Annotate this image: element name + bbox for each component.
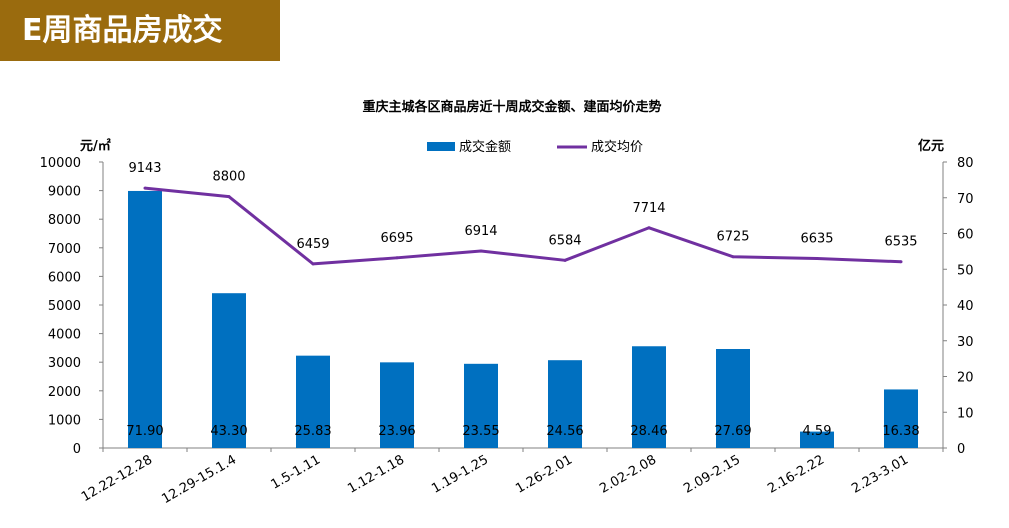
x-tick-label: 12.29-15.1.4 <box>159 452 239 507</box>
right-tick-label: 60 <box>957 228 974 243</box>
x-tick-label: 2.09-2.15 <box>681 452 743 496</box>
line-data-label: 6725 <box>716 230 749 245</box>
right-tick-label: 30 <box>957 335 974 350</box>
line-point <box>395 256 399 260</box>
line-data-label: 6914 <box>464 224 497 239</box>
line-point <box>899 260 903 264</box>
x-tick-label: 1.19-1.25 <box>429 452 491 496</box>
left-tick-label: 3000 <box>48 356 81 371</box>
left-tick-label: 9000 <box>48 185 81 200</box>
left-tick-label: 8000 <box>48 213 81 228</box>
bar-data-label: 4.59 <box>803 424 832 439</box>
bar-data-label: 27.69 <box>714 424 751 439</box>
bar <box>380 362 414 448</box>
bar <box>800 431 834 448</box>
line-data-label: 6695 <box>380 231 413 246</box>
right-tick-label: 50 <box>957 263 974 278</box>
line-data-label: 9143 <box>128 161 161 176</box>
line-point <box>647 226 651 230</box>
line-point <box>143 186 147 190</box>
bar <box>632 346 666 448</box>
left-tick-label: 2000 <box>48 385 81 400</box>
x-tick-label: 2.16-2.22 <box>765 452 827 496</box>
line-data-label: 6535 <box>884 235 917 250</box>
line-data-label: 6459 <box>296 237 329 252</box>
right-tick-label: 10 <box>957 406 974 421</box>
bar <box>296 355 330 448</box>
left-axis-label: 元/㎡ <box>80 138 111 154</box>
bar <box>716 349 750 448</box>
line-data-label: 6635 <box>800 232 833 247</box>
left-tick-label: 5000 <box>48 299 81 314</box>
left-tick-label: 7000 <box>48 242 81 257</box>
left-tick-label: 10000 <box>40 156 81 171</box>
line-data-label: 6584 <box>548 233 581 248</box>
line-point <box>815 257 819 261</box>
left-tick-label: 1000 <box>48 413 81 428</box>
bar-data-label: 43.30 <box>210 424 247 439</box>
bar-data-label: 23.55 <box>462 424 499 439</box>
right-tick-label: 70 <box>957 192 974 207</box>
avg-price-line <box>144 186 902 266</box>
legend-bar-swatch <box>427 142 455 151</box>
right-axis-label: 亿元 <box>918 138 944 154</box>
bar <box>464 363 498 448</box>
x-tick-label: 1.26-2.01 <box>513 452 575 496</box>
right-tick-label: 40 <box>957 299 974 314</box>
left-tick-label: 0 <box>73 442 81 457</box>
bar <box>548 360 582 448</box>
bar <box>212 293 246 448</box>
chart-title: 重庆主城各区商品房近十周成交金额、建面均价走势 <box>362 99 661 115</box>
x-tick-label: 2.23-3.01 <box>849 452 911 496</box>
line-point <box>227 195 231 199</box>
line-point <box>563 258 567 262</box>
legend-line-label: 成交均价 <box>591 139 643 155</box>
bar <box>884 389 918 448</box>
x-tick-label: 12.22-12.28 <box>79 452 155 505</box>
x-tick-label: 1.12-1.18 <box>345 452 407 496</box>
line-point <box>311 262 315 266</box>
bar-data-label: 23.96 <box>378 424 415 439</box>
legend-bar-label: 成交金额 <box>459 139 511 155</box>
bar-data-label: 25.83 <box>294 424 331 439</box>
left-tick-label: 4000 <box>48 328 81 343</box>
bar-data-label: 16.38 <box>882 424 919 439</box>
line-data-label: 7714 <box>632 201 665 216</box>
right-tick-label: 20 <box>957 371 974 386</box>
bar-data-label: 71.90 <box>126 424 163 439</box>
line-data-label: 8800 <box>212 170 245 185</box>
right-tick-label: 0 <box>957 442 965 457</box>
bar <box>128 190 162 448</box>
page-banner-title: E周商品房成交 <box>0 0 280 61</box>
bar-data-label: 24.56 <box>546 424 583 439</box>
left-tick-label: 6000 <box>48 270 81 285</box>
bar-data-label: 28.46 <box>630 424 667 439</box>
x-tick-label: 2.02-2.08 <box>597 452 659 496</box>
x-tick-label: 1.5-1.11 <box>268 452 323 492</box>
line-point <box>731 255 735 259</box>
right-tick-label: 80 <box>957 156 974 171</box>
line-point <box>479 249 483 253</box>
